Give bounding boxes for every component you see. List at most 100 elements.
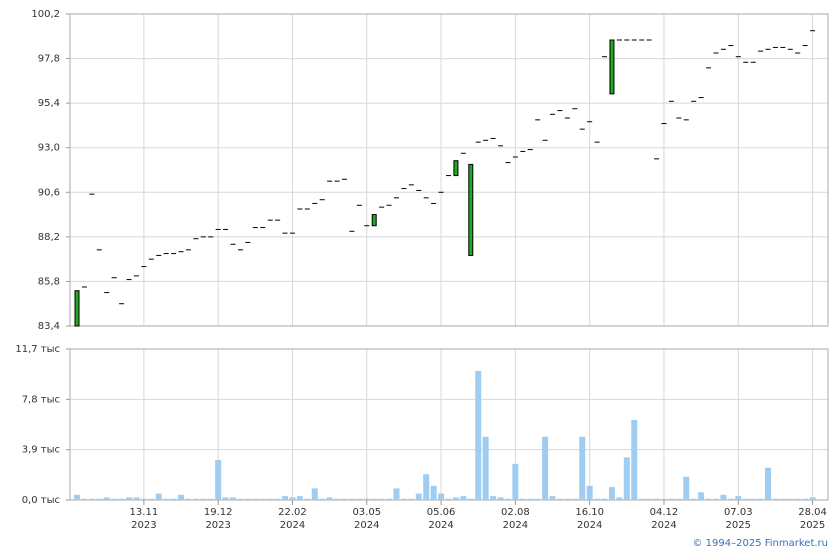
volume-bar (282, 496, 289, 500)
volume-bar (705, 498, 712, 500)
x-tick-label: 04.12 (650, 507, 679, 518)
volume-bar (757, 498, 764, 500)
volume-bar (809, 497, 816, 500)
volume-bar (482, 436, 489, 500)
volume-bar (571, 498, 578, 500)
x-tick-label: 22.02 (278, 507, 307, 518)
y-tick-label: 83,4 (38, 321, 60, 332)
x-tick-year: 2024 (354, 520, 379, 531)
plot-frame (69, 348, 829, 501)
volume-bar (646, 498, 653, 500)
y-tick-label: 90,6 (38, 187, 60, 198)
volume-bar (690, 498, 697, 500)
y-tick-label: 100,2 (31, 9, 60, 20)
x-tick-year: 2024 (503, 520, 528, 531)
volume-bar (133, 497, 140, 500)
volume-bar (519, 498, 526, 500)
volume-bar (155, 493, 162, 500)
volume-bar (111, 498, 118, 500)
volume-bar (244, 498, 251, 500)
volume-bar (274, 498, 281, 500)
y-tick-label: 85,8 (38, 276, 60, 287)
volume-bar (802, 498, 809, 500)
volume-bar (675, 498, 682, 500)
volume-bar (534, 498, 541, 500)
volume-bar (601, 498, 608, 500)
volume-bar (192, 498, 199, 500)
volume-bar (393, 488, 400, 500)
volume-bar (579, 436, 586, 500)
volume-bar (371, 498, 378, 500)
volume-bar (512, 463, 519, 500)
volume-bar (363, 498, 370, 500)
volume-bar (319, 498, 326, 500)
x-tick-year: 2023 (131, 520, 156, 531)
candle (609, 39, 615, 95)
volume-bar (452, 497, 459, 500)
volume-bar (430, 485, 437, 500)
volume-bar (616, 497, 623, 500)
volume-bar (727, 498, 734, 500)
volume-bar (378, 498, 385, 500)
volume-bar (304, 498, 311, 500)
volume-bar (794, 498, 801, 500)
x-tick-label: 02.08 (501, 507, 530, 518)
y-tick-label: 88,2 (38, 232, 60, 243)
volume-bar (594, 498, 601, 500)
x-tick-label: 07.03 (724, 507, 753, 518)
volume-bar (237, 498, 244, 500)
volume-bar (787, 498, 794, 500)
volume-bar (527, 498, 534, 500)
x-tick-year: 2025 (726, 520, 751, 531)
x-tick-year: 2024 (577, 520, 602, 531)
y-tick-label: 3,9 тыс (22, 445, 60, 456)
x-tick-year: 2024 (428, 520, 453, 531)
y-tick-label: 95,4 (38, 98, 60, 109)
volume-bar (712, 498, 719, 500)
volume-bar (608, 487, 615, 500)
x-tick-label: 05.06 (427, 507, 456, 518)
volume-bar (415, 493, 422, 500)
volume-bar (438, 493, 445, 500)
volume-bar (334, 498, 341, 500)
candle (468, 163, 474, 256)
copyright: © 1994–2025 Finmarket.ru (692, 538, 828, 549)
volume-bar (408, 498, 415, 500)
candle (453, 160, 459, 177)
y-tick-label: 97,8 (38, 54, 60, 65)
volume-bar (222, 497, 229, 500)
volume-bar (267, 498, 274, 500)
volume-bar (623, 457, 630, 500)
x-tick-label: 16.10 (575, 507, 604, 518)
volume-bar (542, 436, 549, 500)
volume-bar (81, 498, 88, 500)
volume-bar (504, 498, 511, 500)
volume-bar (140, 498, 147, 500)
volume-bar (460, 496, 467, 500)
volume-bar (750, 498, 757, 500)
x-tick-label: 03.05 (352, 507, 381, 518)
volume-bar (215, 459, 222, 500)
volume-bar (88, 498, 95, 500)
volume-bar (549, 496, 556, 500)
x-tick-year: 2023 (205, 520, 230, 531)
volume-bar (163, 498, 170, 500)
volume-bar (764, 467, 771, 500)
volume-bar (467, 498, 474, 500)
volume-bar (148, 498, 155, 500)
volume-bar (348, 498, 355, 500)
volume-bar (356, 498, 363, 500)
volume-bar (638, 498, 645, 500)
volume-bar (230, 497, 237, 500)
x-tick-label: 13.11 (130, 507, 159, 518)
volume-bar (200, 498, 207, 500)
volume-bar (497, 497, 504, 500)
volume-bar (400, 498, 407, 500)
candle (74, 290, 80, 327)
volume-bar (445, 498, 452, 500)
volume-bar (556, 498, 563, 500)
volume-bar (178, 494, 185, 500)
volume-bar (742, 498, 749, 500)
x-tick-label: 19.12 (204, 507, 233, 518)
